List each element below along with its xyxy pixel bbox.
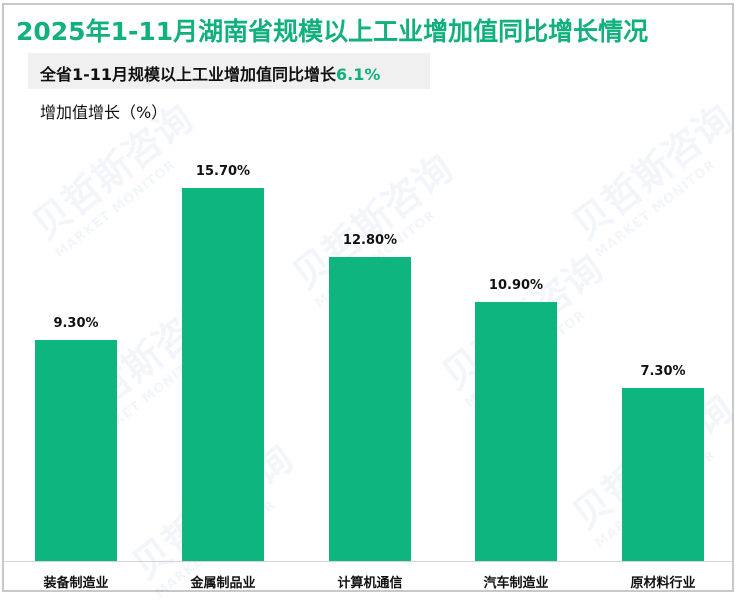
x-axis-category-label: 计算机通信 <box>337 576 403 591</box>
x-axis-category-label: 汽车制造业 <box>483 576 549 591</box>
subtitle: 全省1-11月规模以上工业增加值同比增长6.1% <box>40 65 381 84</box>
bar-value-label: 12.80% <box>342 233 398 248</box>
x-axis-category-label: 装备制造业 <box>43 576 109 591</box>
bar <box>622 388 704 561</box>
bar <box>35 340 117 561</box>
x-axis-line <box>4 561 732 562</box>
subtitle-box: 全省1-11月规模以上工业增加值同比增长6.1% <box>28 53 430 89</box>
chart-title: 2025年1-11月湖南省规模以上工业增加值同比增长情况 <box>16 17 649 46</box>
bar-value-label: 10.90% <box>488 278 544 293</box>
bar-value-label: 7.30% <box>640 364 686 379</box>
bar-value-label: 15.70% <box>195 164 251 179</box>
subtitle-highlight: 6.1% <box>336 65 381 84</box>
bar <box>475 302 557 561</box>
y-axis-label: 增加值增长（%） <box>40 103 168 122</box>
x-axis-category-label: 金属制品业 <box>190 576 256 591</box>
bar <box>329 257 411 561</box>
x-axis-category-label: 原材料行业 <box>630 576 696 591</box>
bar-value-label: 9.30% <box>53 316 99 331</box>
bar <box>182 188 264 561</box>
